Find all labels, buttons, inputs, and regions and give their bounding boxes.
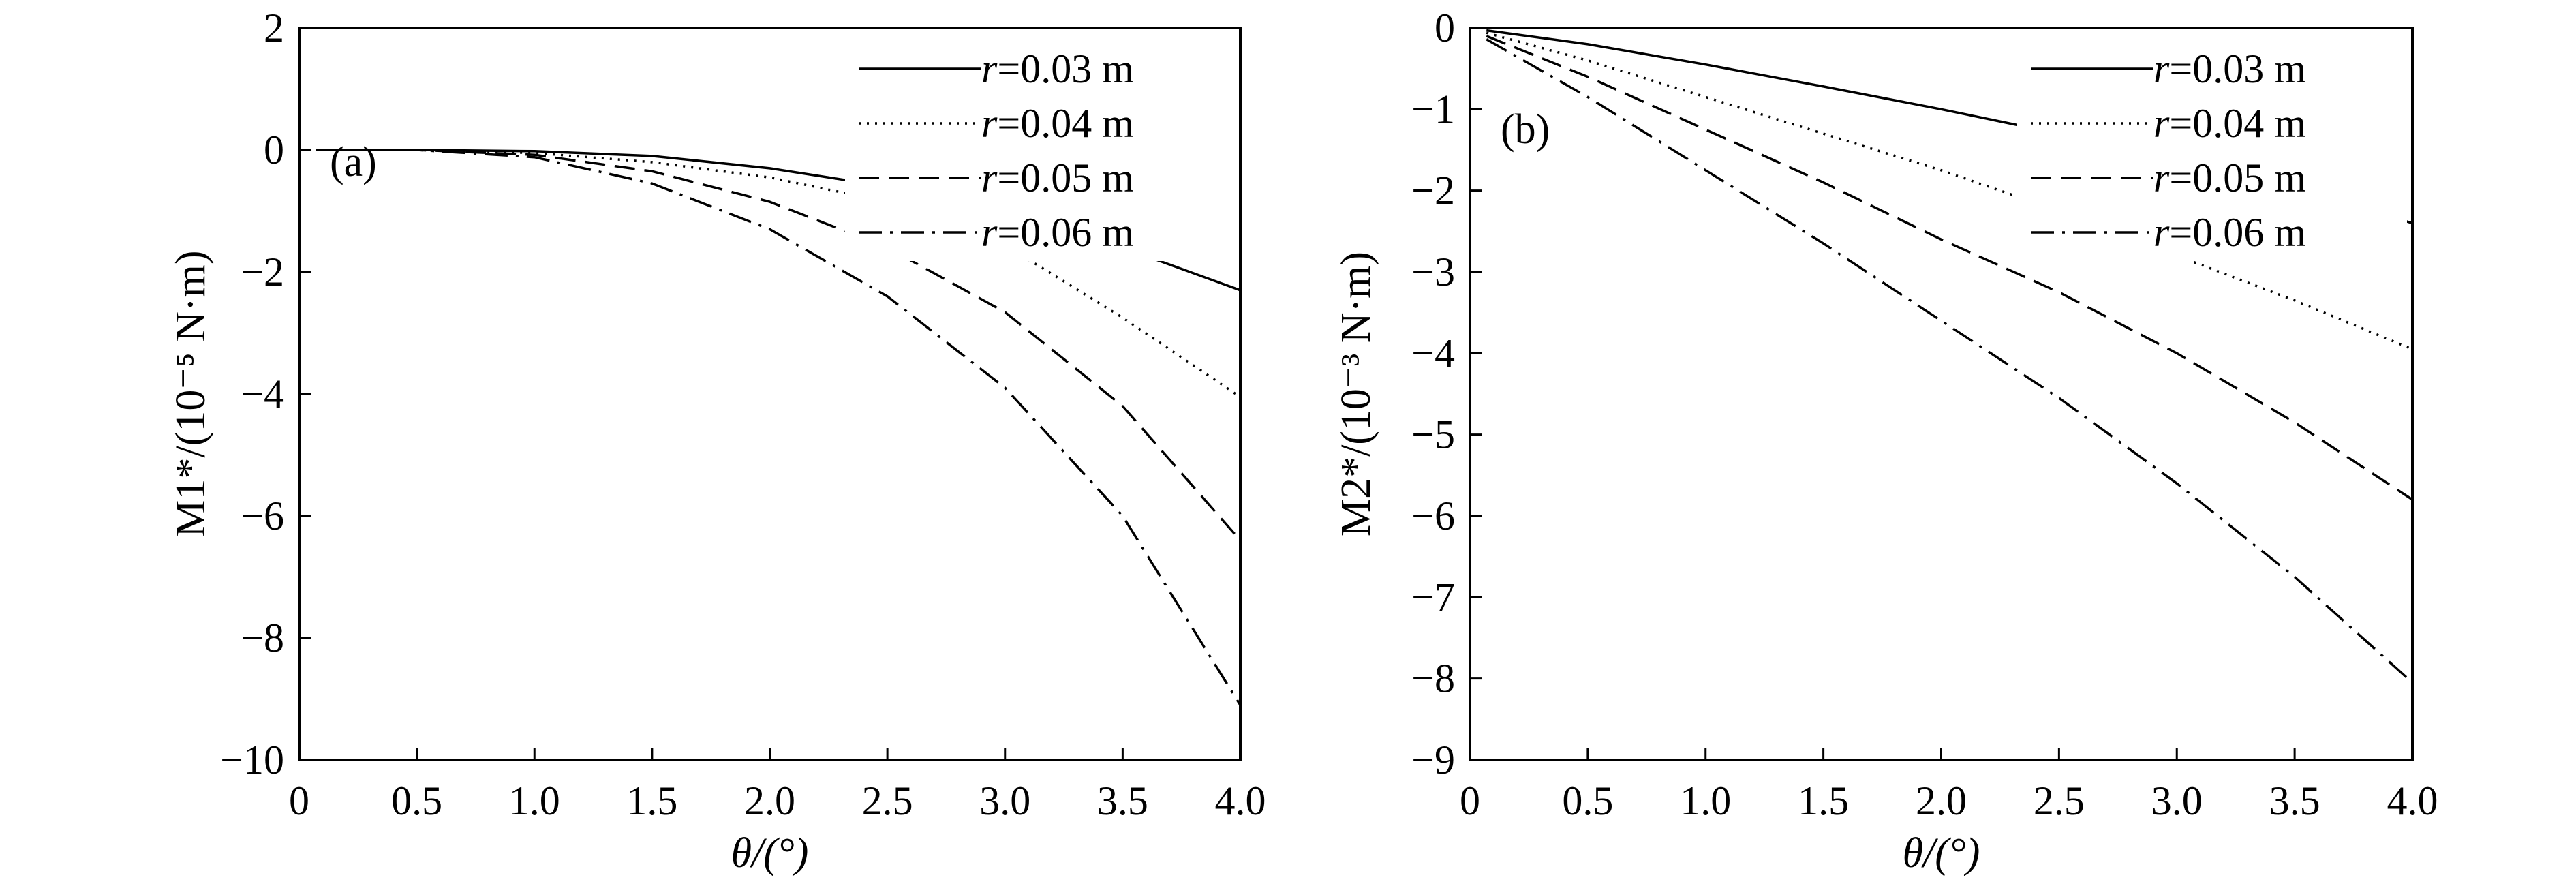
- x-tick-label: 0.5: [391, 778, 442, 823]
- legend-label-value: =0.05 m: [997, 155, 1134, 200]
- legend-label: r=0.03 m: [981, 46, 1134, 91]
- y-axis-label: M2*/(10⁻³ N·m): [1333, 251, 1379, 536]
- x-tick-label: 2.5: [2034, 778, 2085, 823]
- series-line-dashed: [1486, 35, 2413, 501]
- y-tick-label: −6: [241, 493, 284, 538]
- x-tick-label: 1.0: [1680, 778, 1731, 823]
- x-tick-label: 0: [1460, 778, 1480, 823]
- panel-label: (a): [330, 139, 377, 185]
- legend-background: [2017, 36, 2407, 261]
- y-tick-label: −5: [1411, 412, 1455, 457]
- legend-label: r=0.04 m: [981, 101, 1134, 146]
- legend-label: r=0.06 m: [2153, 210, 2306, 255]
- legend-label-var: r: [2153, 155, 2170, 200]
- x-tick-label: 1.0: [509, 778, 560, 823]
- y-tick-label: −2: [1411, 168, 1455, 213]
- y-tick-label: −2: [241, 249, 284, 294]
- y-axis-label: M1*/(10⁻⁵ N·m): [168, 250, 214, 537]
- legend-label: r=0.03 m: [2153, 46, 2306, 91]
- x-tick-label: 3.5: [2269, 778, 2320, 823]
- legend-label: r=0.06 m: [981, 210, 1134, 255]
- x-tick-label: 3.5: [1097, 778, 1148, 823]
- x-tick-label: 2.5: [862, 778, 913, 823]
- legend-background: [845, 36, 1235, 261]
- x-tick-label: 1.5: [1798, 778, 1849, 823]
- legend-label-var: r: [2153, 210, 2170, 255]
- legend-label-value: =0.06 m: [2169, 210, 2306, 255]
- legend: r=0.03 mr=0.04 mr=0.05 mr=0.06 m: [845, 36, 1235, 261]
- chart-panel-a: r=0.03 mr=0.04 mr=0.05 mr=0.06 m0 0.5 1.0 1…: [168, 5, 1266, 876]
- legend-label-value: =0.04 m: [2169, 101, 2306, 146]
- legend-label-var: r: [981, 210, 998, 255]
- legend-label: r=0.04 m: [2153, 101, 2306, 146]
- legend-label-var: r: [981, 101, 998, 146]
- y-tick-label: −9: [1411, 737, 1455, 782]
- y-tick-label: −8: [241, 615, 284, 660]
- x-tick-label: 2.0: [744, 778, 795, 823]
- x-tick-label: 3.0: [979, 778, 1030, 823]
- legend-label-value: =0.03 m: [997, 46, 1134, 91]
- x-axis-label: θ/(°): [1903, 830, 1980, 876]
- legend-label-value: =0.05 m: [2169, 155, 2306, 200]
- legend: r=0.03 mr=0.04 mr=0.05 mr=0.06 m: [2017, 36, 2407, 261]
- y-tick-label: −3: [1411, 249, 1455, 294]
- legend-label-value: =0.03 m: [2169, 46, 2306, 91]
- legend-label: r=0.05 m: [981, 155, 1134, 200]
- x-tick-label: 4.0: [1215, 778, 1266, 823]
- x-tick-label: 0.5: [1562, 778, 1613, 823]
- y-tick-label: −10: [220, 737, 284, 782]
- legend-label-var: r: [981, 46, 998, 91]
- x-tick-label: 1.5: [626, 778, 677, 823]
- x-tick-label: 4.0: [2387, 778, 2438, 823]
- y-tick-label: 0: [1435, 5, 1455, 50]
- y-tick-label: −4: [241, 371, 284, 416]
- panel-label: (b): [1501, 106, 1550, 153]
- y-tick-label: −1: [1411, 87, 1455, 132]
- y-tick-label: 0: [264, 127, 284, 172]
- x-axis-label: θ/(°): [731, 830, 809, 876]
- legend-label-value: =0.04 m: [997, 101, 1134, 146]
- y-tick-label: −7: [1411, 575, 1455, 620]
- series-line-dashdot: [316, 149, 1242, 706]
- x-tick-label: 2.0: [1916, 778, 1967, 823]
- legend-label-var: r: [981, 155, 998, 200]
- y-tick-label: −8: [1411, 656, 1455, 701]
- legend-label-value: =0.06 m: [997, 210, 1134, 255]
- series-line-dotted: [1486, 31, 2413, 351]
- x-tick-label: 0: [289, 778, 309, 823]
- series-line-dashed: [316, 149, 1242, 541]
- x-tick-label: 3.0: [2151, 778, 2203, 823]
- legend-label: r=0.05 m: [2153, 155, 2306, 200]
- y-tick-label: 2: [264, 5, 284, 50]
- y-tick-label: −4: [1411, 331, 1455, 376]
- y-tick-label: −6: [1411, 493, 1455, 538]
- chart-panel-b: r=0.03 mr=0.04 mr=0.05 mr=0.06 m0 0.5 1.0 1…: [1333, 5, 2438, 876]
- legend-label-var: r: [2153, 46, 2170, 91]
- legend-label-var: r: [2153, 101, 2170, 146]
